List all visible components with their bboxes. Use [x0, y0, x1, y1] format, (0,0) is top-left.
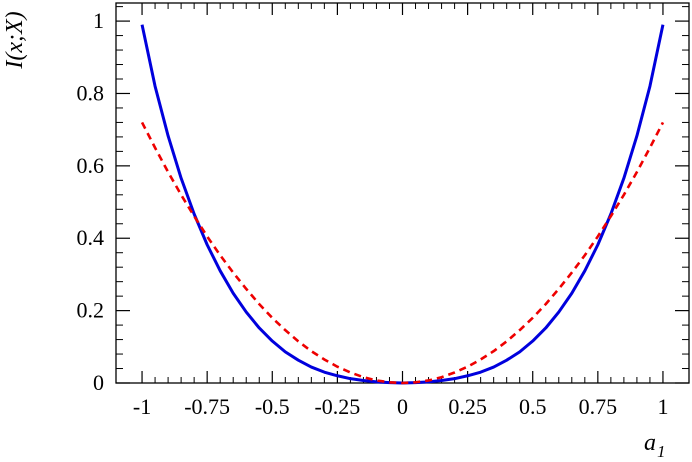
x-tick-label: 0.5	[519, 394, 547, 419]
y-tick-label: 0.6	[77, 153, 105, 178]
x-axis-title: a	[644, 430, 656, 456]
x-axis-tick-labels: -1 -0.75 -0.5 -0.25 0 0.25 0.5 0.75 1	[133, 394, 669, 419]
x-axis-title-subscript: 1	[657, 442, 666, 461]
y-axis-ticks	[116, 6, 689, 384]
series-layer	[140, 24, 665, 385]
x-tick-label: 1	[657, 394, 668, 419]
y-tick-label: 0	[93, 370, 104, 395]
y-tick-label: 0.8	[77, 80, 105, 105]
y-tick-label: 0.4	[77, 225, 105, 250]
plot-frame	[115, 2, 690, 384]
series-line-dashed	[140, 121, 665, 385]
x-axis-title-main: a	[644, 430, 656, 456]
x-tick-label: 0.75	[579, 394, 618, 419]
x-tick-label: 0.25	[448, 394, 487, 419]
x-tick-label: -0.5	[255, 394, 290, 419]
y-tick-label: 0.2	[77, 298, 105, 323]
y-tick-label: 1	[93, 8, 104, 33]
x-tick-label: -0.25	[314, 394, 360, 419]
x-tick-label: -0.75	[184, 394, 230, 419]
x-tick-label: 0	[397, 394, 408, 419]
y-axis-title: I(x;X)	[2, 11, 28, 69]
y-axis-tick-labels: 0 0.2 0.4 0.6 0.8 1	[77, 8, 105, 395]
x-axis-ticks	[141, 3, 664, 383]
x-tick-label: -1	[133, 394, 151, 419]
series-line-solid	[140, 24, 665, 385]
